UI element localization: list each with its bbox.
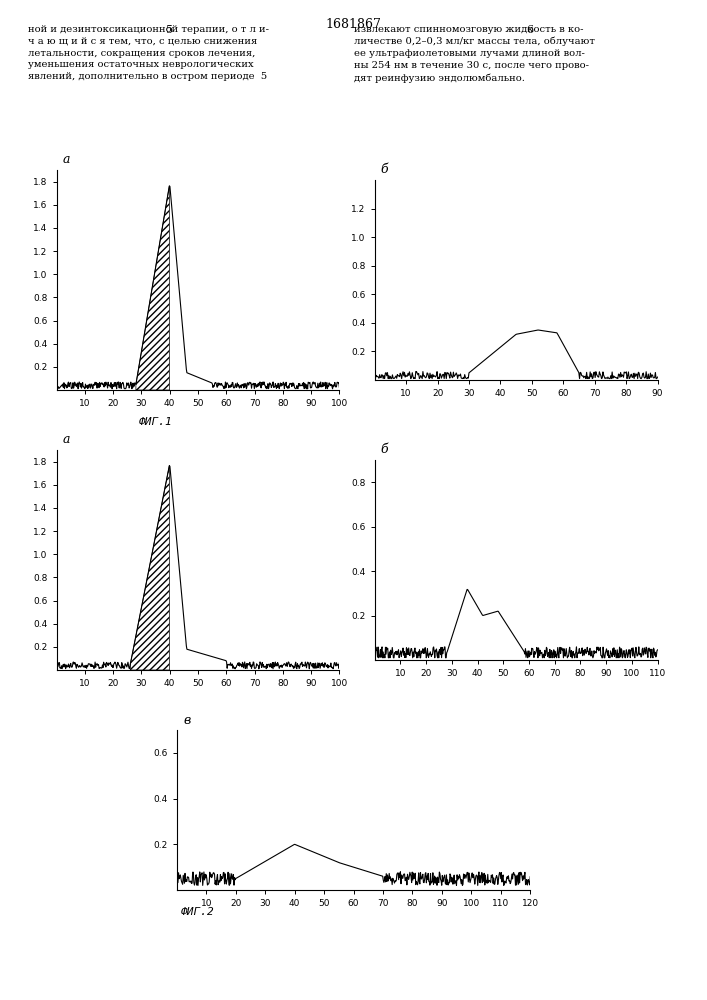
Text: извлекают спинномозговую жидкость в ко-
личестве 0,2–0,3 мл/кг массы тела, облуч: извлекают спинномозговую жидкость в ко- …	[354, 25, 595, 83]
Text: а: а	[62, 433, 70, 446]
Text: в: в	[184, 714, 191, 727]
Text: б: б	[380, 443, 388, 456]
Text: 1681867: 1681867	[325, 18, 382, 31]
Text: ной и дезинтоксикационной терапии, о т л и-
ч а ю щ и й с я тем, что, с целью сн: ной и дезинтоксикационной терапии, о т л…	[28, 25, 269, 81]
Text: б: б	[380, 163, 388, 176]
Text: 5: 5	[166, 25, 173, 35]
Text: ФИГ.1: ФИГ.1	[139, 417, 173, 427]
Text: ФИГ.2: ФИГ.2	[181, 907, 215, 917]
Text: 6: 6	[527, 25, 534, 35]
Text: а: а	[62, 153, 70, 166]
